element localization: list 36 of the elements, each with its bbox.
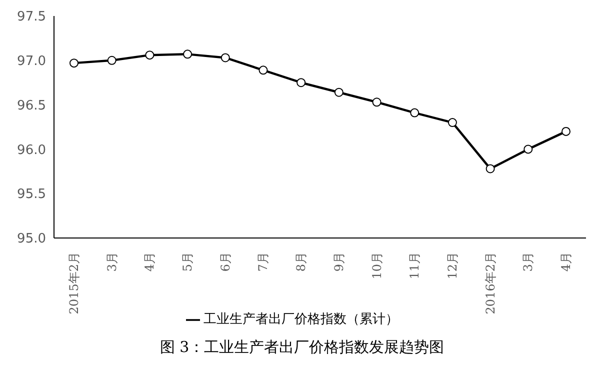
y-tick-label: 96.5 bbox=[17, 98, 46, 114]
x-tick-label: 10月 bbox=[370, 252, 384, 280]
point bbox=[524, 144, 533, 154]
point bbox=[334, 88, 344, 97]
x-tick-label: 3月 bbox=[104, 252, 119, 272]
x-tick-label: 11月 bbox=[408, 252, 422, 280]
text: 图 3：工业生产者出厂价格指数发展趋势图 bbox=[158, 338, 446, 357]
y-tick-label: 95.5 bbox=[17, 187, 46, 202]
x-tick-label: 2016年2月 bbox=[483, 252, 498, 314]
point bbox=[107, 56, 116, 65]
point bbox=[486, 164, 495, 174]
point bbox=[183, 50, 192, 59]
x-tick-label: 9月 bbox=[332, 252, 346, 272]
x-tick-label: 5月 bbox=[180, 252, 195, 272]
point bbox=[372, 98, 382, 107]
x-tick-label: 2015年2月 bbox=[67, 252, 81, 314]
y-tick-label: 97.5 bbox=[17, 10, 46, 25]
x-tick-label: 7月 bbox=[256, 252, 270, 272]
point bbox=[410, 108, 420, 118]
point bbox=[220, 53, 230, 62]
x-tick-label: 6月 bbox=[218, 252, 232, 272]
point bbox=[296, 78, 306, 88]
point bbox=[145, 50, 154, 60]
y-tick-label: 95.0 bbox=[17, 232, 46, 247]
x-tick-label: 12月 bbox=[445, 252, 460, 280]
point bbox=[562, 126, 570, 136]
point bbox=[70, 58, 78, 68]
x-tick-label: 3月 bbox=[521, 252, 536, 272]
y-tick-label: 97.0 bbox=[17, 54, 46, 70]
x-tick-label: 4月 bbox=[142, 252, 157, 272]
y-tick-label: 96.0 bbox=[17, 142, 46, 158]
x-tick-label: 4月 bbox=[559, 252, 573, 272]
x-tick-label: 8月 bbox=[294, 252, 308, 272]
point bbox=[258, 66, 268, 75]
point bbox=[448, 118, 457, 128]
legend-label: 工业生产者出厂价格指数（累计） bbox=[204, 312, 398, 327]
